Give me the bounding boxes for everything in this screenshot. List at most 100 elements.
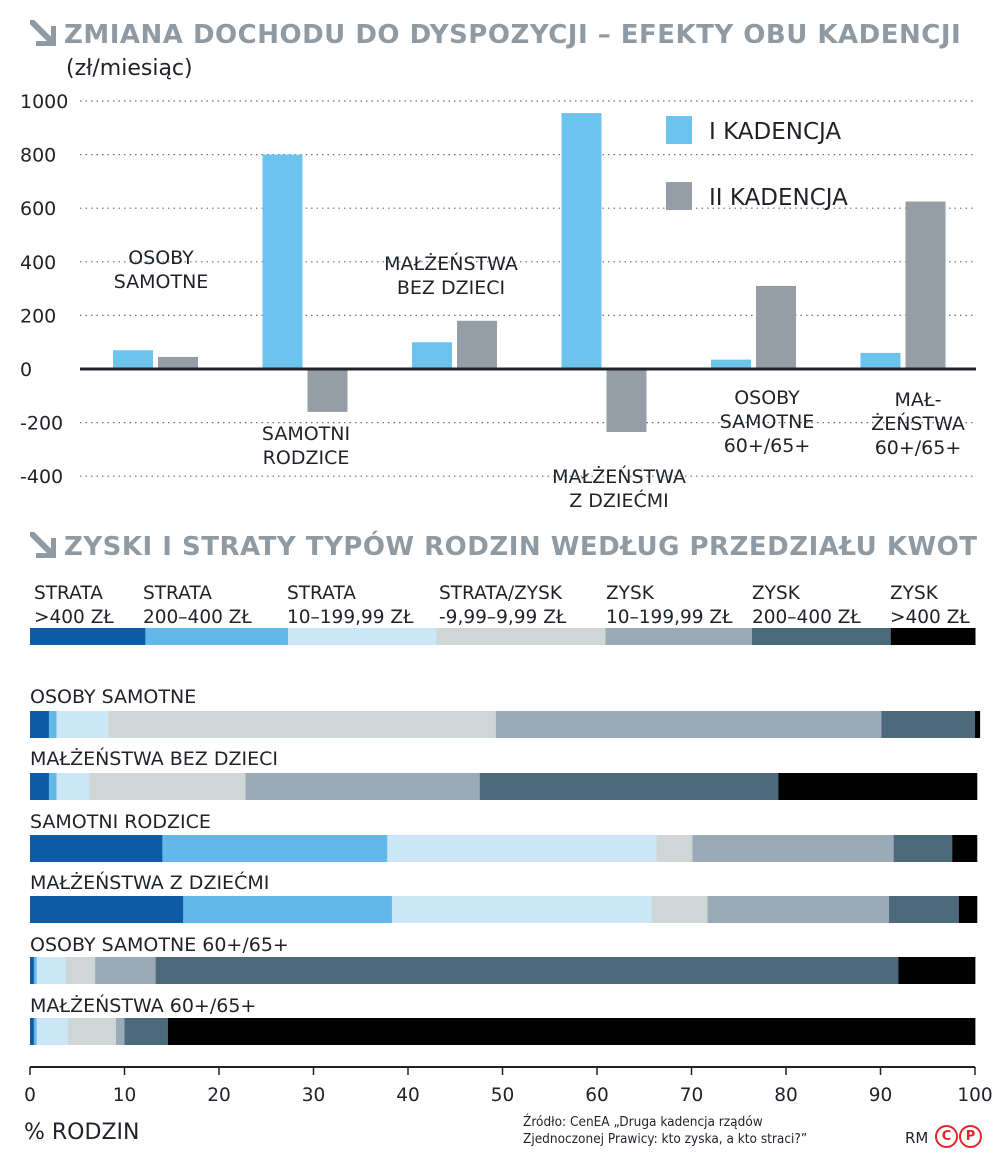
legend-label: I KADENCJA [709,119,841,145]
bar-ii-kadencja [158,356,198,369]
legend-segment [890,628,976,645]
bar-i-kadencja [412,342,452,369]
y-tick-label: 600 [20,198,56,220]
category-label: ŻEŃSTWA [871,412,965,435]
stacked-segment [56,773,90,800]
stacked-segment [33,1018,38,1045]
legend-label: ZYSK [752,583,801,604]
legend-label: 10–199,99 ZŁ [287,607,414,628]
bar-ii-kadencja [307,369,348,412]
stacked-segment [167,1018,976,1045]
legend-label: 200–400 ZŁ [143,607,252,628]
chart1-unit: (zł/miesiąc) [66,56,193,81]
category-label: SAMOTNE [114,271,209,293]
bar-i-kadencja [262,154,303,369]
source-line-2: Zjednoczonej Prawicy: kto zyska, a kto s… [523,1131,808,1147]
y-tick-label: -200 [20,413,63,435]
stacked-segment [108,711,497,738]
legend-label: ZYSK [606,583,655,604]
bar-ii-kadencja [756,285,796,369]
stacked-segment [56,711,109,738]
bar-ii-kadencja [606,369,647,432]
x-tick-label: 40 [396,1085,420,1106]
bar-i-kadencja [113,350,153,369]
x-tick-label: 20 [207,1085,231,1106]
stacked-segment [183,896,393,923]
income-change-chart: 10008006004002000-200-400OSOBYSAMOTNESAM… [20,91,976,512]
legend-label: 10–199,99 ZŁ [606,607,733,628]
stacked-segment [33,957,38,984]
stacked-segment [30,896,184,923]
stacked-segment [124,1018,169,1045]
legend-label: STRATA/ZYSK [439,583,563,604]
legend-segment [605,628,753,645]
stacked-segment [95,957,157,984]
bar-ii-kadencja [457,320,497,369]
legend-label: STRATA [287,583,356,604]
stacked-segment [89,773,246,800]
stacked-segment [36,957,67,984]
bar-i-kadencja [860,352,901,369]
legend-segment [436,628,607,645]
stacked-segment [656,835,693,862]
category-label: BEZ DZIECI [397,277,505,299]
category-label: MAŁŻEŃSTWA [552,465,686,488]
row-label: OSOBY SAMOTNE [30,686,196,708]
legend-label: 200–400 ZŁ [752,607,861,628]
x-tick-label: 50 [491,1085,515,1106]
stacked-segment [391,896,653,923]
category-label: MAŁ- [895,389,942,411]
bar-ii-kadencja [905,201,946,369]
stacked-segment [958,896,978,923]
arrow-down-right-icon [30,20,56,46]
stacked-segment [67,1018,117,1045]
source-note: Źródło: CenEA „Druga kadencja rządów Zje… [523,1114,807,1148]
row-label: MAŁŻEŃSTWA Z DZIEĆMI [30,870,269,894]
stacked-segment [30,773,50,800]
category-label: SAMOTNE [720,411,815,433]
y-tick-label: 0 [20,359,32,381]
stacked-segment [155,957,899,984]
stacked-segment [778,773,978,800]
row-label: MAŁŻEŃSTWA BEZ DZIECI [30,747,278,770]
y-tick-label: 200 [20,305,56,327]
legend-label: STRATA [34,583,103,604]
stacked-segment [898,957,976,984]
stacked-segment [881,711,976,738]
legend-label: ZYSK [890,583,939,604]
legend-segment [145,628,289,645]
chart1-title: ZMIANA DOCHODU DO DYSPOZYCJI – EFEKTY OB… [64,20,962,50]
category-label: OSOBY [734,387,800,409]
x-tick-label: 10 [113,1085,137,1106]
legend-label: >400 ZŁ [890,607,970,628]
stacked-segment [707,896,890,923]
x-tick-label: 30 [302,1085,326,1106]
y-tick-label: -400 [20,466,63,488]
copyright-c-icon: C [935,1125,958,1148]
x-tick-label: 100 [957,1085,992,1106]
stacked-segment [889,896,960,923]
author-credit: RM [905,1129,929,1147]
bar-i-kadencja [711,359,751,369]
y-tick-label: 800 [20,145,56,167]
x-tick-label: 90 [869,1085,893,1106]
stacked-segment [245,773,481,800]
stacked-segment [975,711,981,738]
category-label: Z DZIEĆMI [569,488,669,512]
legend-label: -9,99–9,99 ZŁ [439,607,567,628]
y-tick-label: 400 [20,252,56,274]
x-tick-label: 60 [585,1085,609,1106]
row-label: OSOBY SAMOTNE 60+/65+ [30,934,289,956]
legend-label: II KADENCJA [709,185,848,211]
stacked-segment [65,957,96,984]
source-line-1: Źródło: CenEA „Druga kadencja rządów [523,1114,763,1130]
gain-loss-chart: STRATA >400 ZŁ STRATA 200–400 ZŁ STRATA 10–19… [24,583,993,1106]
stacked-segment [162,835,388,862]
stacked-segment [30,835,163,862]
stacked-segment [651,896,708,923]
y-tick-label: 1000 [20,91,68,113]
row-label: SAMOTNI RODZICE [30,811,211,833]
chart2-title: ZYSKI I STRATY TYPÓW RODZIN WEDŁUG PRZED… [64,532,978,562]
stacked-segment [30,957,35,984]
x-tick-label: 70 [680,1085,704,1106]
